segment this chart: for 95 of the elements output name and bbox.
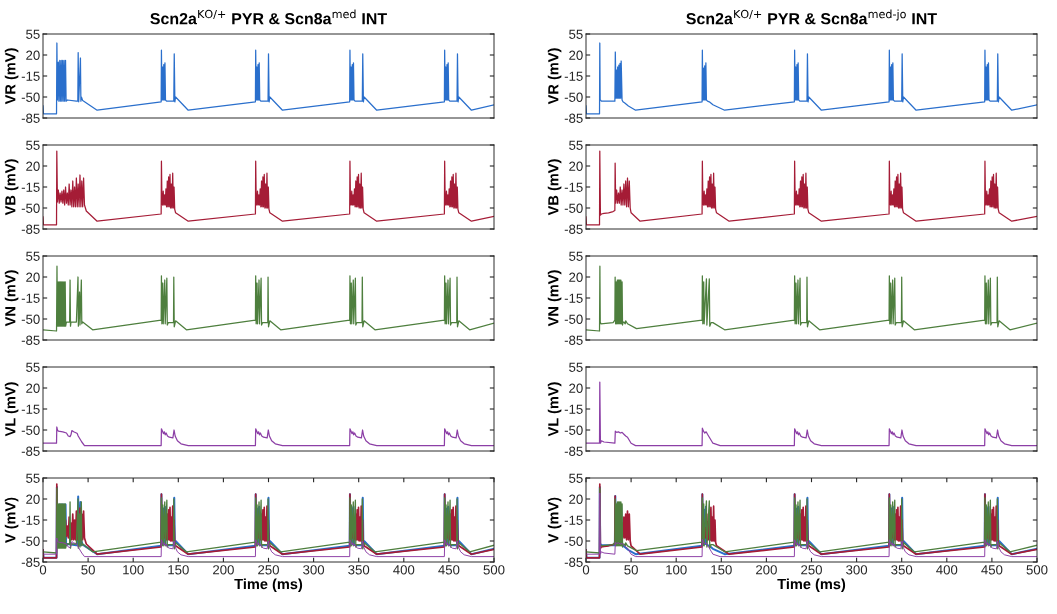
y-tick-label: 55 xyxy=(569,251,583,261)
x-axis-title: Time (ms) xyxy=(234,578,303,593)
line-series xyxy=(586,42,1037,115)
line-series xyxy=(43,265,494,332)
line-series xyxy=(43,150,494,226)
y-tick-label: 55 xyxy=(26,362,40,372)
x-tick-label: 350 xyxy=(348,565,370,575)
y-axis-title: VR (mV) xyxy=(4,48,19,105)
x-tick-label: 250 xyxy=(801,565,822,575)
x-tick-label: 0 xyxy=(582,565,590,575)
y-axis-title: V (mV) xyxy=(4,497,19,543)
x-tick-label: 100 xyxy=(123,565,144,575)
x-tick-label: 200 xyxy=(756,565,777,575)
y-tick-label: 55 xyxy=(26,140,40,150)
y-tick-label: 55 xyxy=(569,473,583,483)
y-tick-label: -85 xyxy=(21,335,40,345)
chart-title: Scn2a$^{KO/+}$ PYR & Scn8a$^{med}$ INT xyxy=(150,9,387,25)
y-tick-label: 20 xyxy=(569,272,583,282)
y-tick-label: -85 xyxy=(21,113,40,123)
y-axis-title: VN (mV) xyxy=(4,270,19,327)
y-tick-label: -85 xyxy=(21,557,40,567)
x-axis-title: Time (ms) xyxy=(777,578,846,593)
x-tick-label: 150 xyxy=(711,565,732,575)
y-axis-title: VN (mV) xyxy=(547,270,562,327)
x-tick-label: 450 xyxy=(438,565,460,575)
y-tick-label: -15 xyxy=(21,71,40,81)
y-tick-label: 20 xyxy=(569,383,583,393)
y-tick-label: 20 xyxy=(26,50,40,60)
y-tick-label: 55 xyxy=(26,473,40,483)
y-tick-label: -15 xyxy=(21,404,40,414)
y-tick-label: -15 xyxy=(564,404,583,414)
y-axis-title: V (mV) xyxy=(547,497,562,543)
y-tick-label: 55 xyxy=(26,29,40,39)
y-tick-label: 20 xyxy=(569,494,583,504)
y-tick-label: -15 xyxy=(21,515,40,525)
y-tick-label: -85 xyxy=(564,224,583,234)
x-tick-label: 150 xyxy=(168,565,189,575)
x-tick-label: 300 xyxy=(846,565,868,575)
chart-title: Scn2a$^{KO/+}$ PYR & Scn8a$^{med-jo}$ INT xyxy=(686,9,937,25)
y-tick-label: -50 xyxy=(21,92,40,102)
y-tick-label: -85 xyxy=(564,113,583,123)
line-series xyxy=(43,42,494,115)
y-tick-label: -50 xyxy=(21,425,40,435)
y-tick-label: -15 xyxy=(564,182,583,192)
y-axis-title: VB (mV) xyxy=(4,159,19,216)
y-tick-label: -50 xyxy=(564,203,583,213)
x-tick-label: 300 xyxy=(303,565,325,575)
x-tick-label: 500 xyxy=(1026,565,1048,575)
x-tick-label: 50 xyxy=(624,565,638,575)
y-axis-title: VB (mV) xyxy=(547,159,562,216)
x-tick-label: 450 xyxy=(981,565,1003,575)
line-series xyxy=(586,150,1037,226)
y-tick-label: -15 xyxy=(21,182,40,192)
x-tick-label: 250 xyxy=(258,565,279,575)
x-tick-label: 400 xyxy=(393,565,415,575)
y-tick-label: 20 xyxy=(26,494,40,504)
y-tick-label: 55 xyxy=(569,29,583,39)
y-tick-label: -50 xyxy=(21,314,40,324)
y-tick-label: 20 xyxy=(569,50,583,60)
y-tick-label: 20 xyxy=(26,383,40,393)
y-tick-label: -85 xyxy=(21,446,40,456)
y-axis-title: VR (mV) xyxy=(547,48,562,105)
y-tick-label: 20 xyxy=(26,161,40,171)
x-tick-label: 0 xyxy=(39,565,47,575)
y-tick-label: 20 xyxy=(569,161,583,171)
y-tick-label: 55 xyxy=(569,362,583,372)
x-tick-label: 350 xyxy=(891,565,913,575)
y-tick-label: 55 xyxy=(569,140,583,150)
y-tick-label: -50 xyxy=(564,92,583,102)
x-tick-label: 50 xyxy=(81,565,95,575)
y-axis-title: VL (mV) xyxy=(547,382,562,437)
y-tick-label: -50 xyxy=(564,536,583,546)
y-tick-label: -50 xyxy=(21,203,40,213)
y-tick-label: -85 xyxy=(564,335,583,345)
y-tick-label: -15 xyxy=(564,71,583,81)
x-tick-label: 200 xyxy=(213,565,234,575)
y-tick-label: -50 xyxy=(21,536,40,546)
y-tick-label: -85 xyxy=(564,446,583,456)
y-tick-label: 55 xyxy=(26,251,40,261)
line-series xyxy=(43,537,494,558)
y-tick-label: -85 xyxy=(564,557,583,567)
y-tick-label: -15 xyxy=(21,293,40,303)
y-tick-label: -15 xyxy=(564,293,583,303)
x-tick-label: 400 xyxy=(936,565,958,575)
y-axis-title: VL (mV) xyxy=(4,382,19,437)
line-series xyxy=(586,265,1037,332)
y-tick-label: -50 xyxy=(564,425,583,435)
y-tick-label: 20 xyxy=(26,272,40,282)
line-series xyxy=(43,426,494,447)
x-tick-label: 500 xyxy=(483,565,505,575)
y-tick-label: -15 xyxy=(564,515,583,525)
y-tick-label: -85 xyxy=(21,224,40,234)
y-tick-label: -50 xyxy=(564,314,583,324)
x-tick-label: 100 xyxy=(666,565,687,575)
line-series xyxy=(586,381,1037,447)
